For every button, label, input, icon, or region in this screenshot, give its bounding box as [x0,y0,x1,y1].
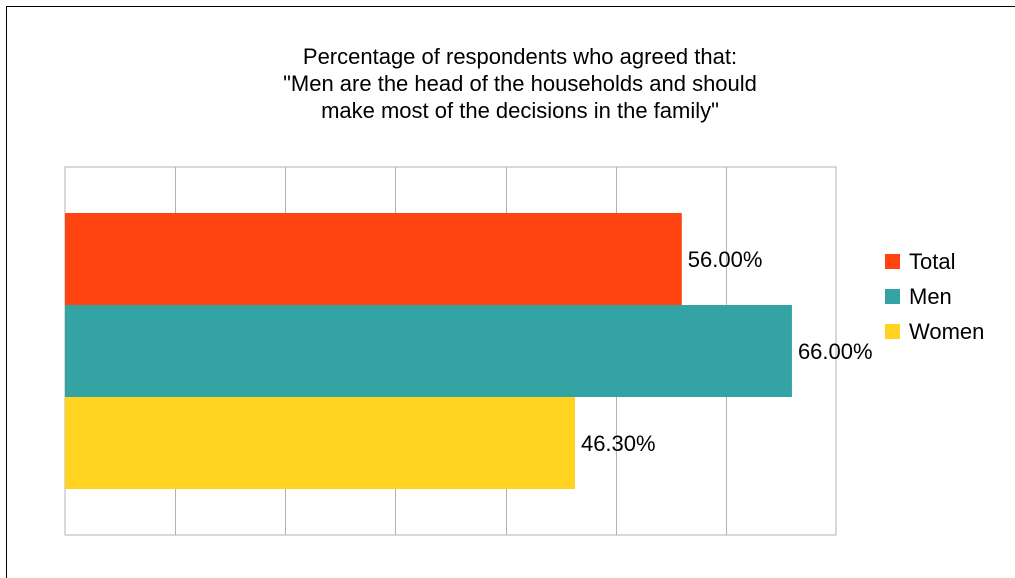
data-label-women: 46.30% [581,431,656,456]
bar-women [65,397,575,489]
bar-men [65,305,792,397]
legend-item-total: Total [885,244,984,279]
bar-total [65,213,682,305]
legend-item-men: Men [885,279,984,314]
chart-title-line-2: "Men are the head of the households and … [283,71,757,96]
chart-title-line-3: make most of the decisions in the family… [321,98,719,123]
legend-item-women: Women [885,314,984,349]
legend-swatch-women [885,324,900,339]
chart-frame [6,6,1015,578]
data-label-total: 56.00% [688,247,763,272]
chart-title-line-1: Percentage of respondents who agreed tha… [302,44,738,69]
legend-label-total: Total [909,248,956,274]
legend-swatch-total [885,254,900,269]
legend-label-women: Women [909,318,985,344]
data-label-men: 66.00% [798,339,873,364]
chart-legend: Total Men Women [885,244,984,349]
legend-swatch-men [885,289,900,304]
legend-label-men: Men [909,283,952,309]
